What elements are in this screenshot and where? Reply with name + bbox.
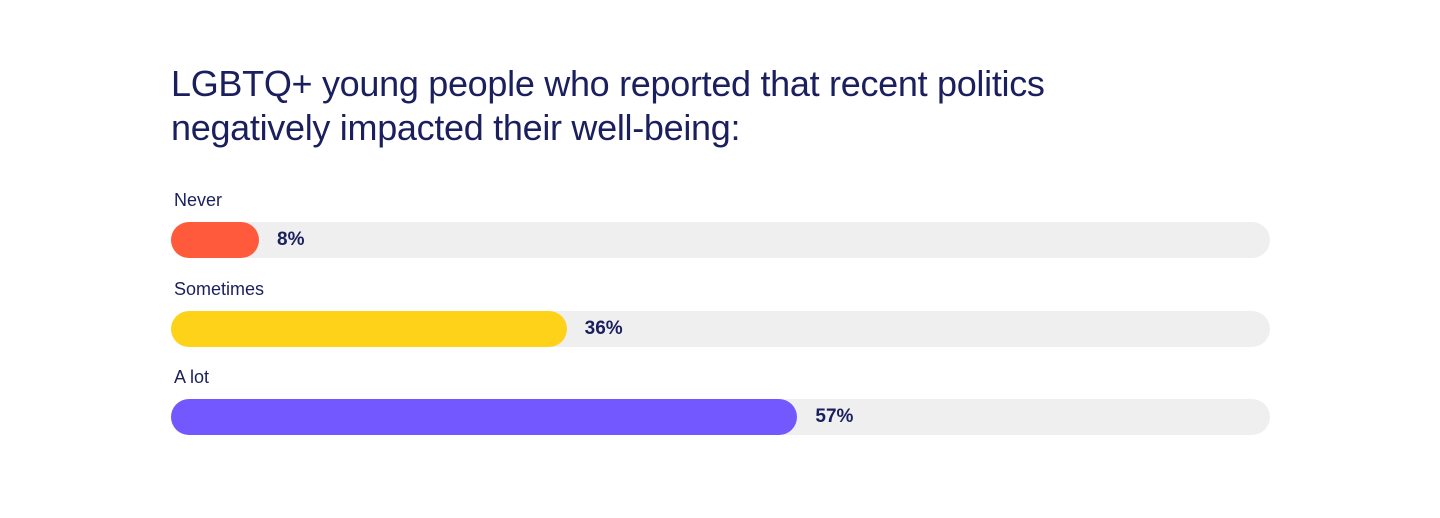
bar-never (171, 222, 259, 258)
bar-track: 36% (171, 310, 1270, 347)
bar-a-lot (171, 399, 798, 435)
bar-track: 57% (171, 399, 1270, 435)
category-label: A lot (174, 367, 210, 387)
category-label: Sometimes (174, 278, 265, 299)
category-label: Never (174, 190, 223, 210)
data-label: 8% (277, 229, 305, 250)
data-label: 57% (815, 406, 854, 427)
chart-title: LGBTQ+ young people who reported that re… (171, 63, 1045, 148)
bar-row-never: Never 8% (171, 187, 1270, 276)
bar-row-sometimes: Sometimes 36% (171, 276, 1270, 365)
bar-rows: Never 8% Sometimes 36% A lot 57% (171, 187, 1270, 453)
data-label: 36% (584, 317, 623, 339)
bar-sometimes (171, 310, 567, 347)
bar-row-a-lot: A lot 57% (171, 364, 1270, 453)
chart: LGBTQ+ young people who reported that re… (171, 62, 1270, 435)
bar-track: 8% (171, 222, 1270, 258)
